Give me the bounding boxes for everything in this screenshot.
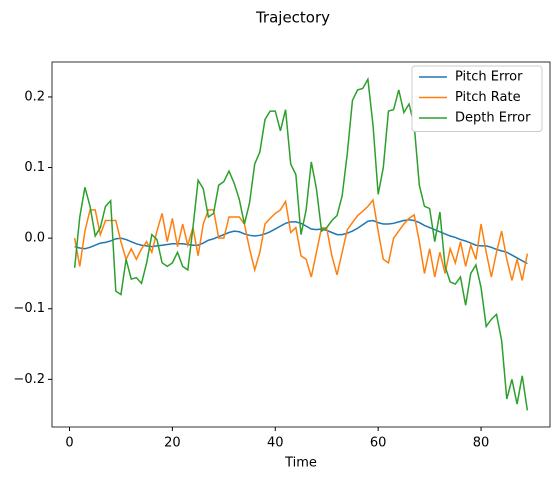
chart-title: Trajectory — [255, 9, 330, 27]
legend-box — [411, 65, 543, 132]
x-axis-label: Time — [284, 456, 317, 471]
y-tick-label: −0.1 — [13, 301, 45, 316]
legend-label: Depth Error — [455, 111, 531, 126]
y-tick-label: −0.2 — [13, 372, 45, 387]
x-tick-label: 60 — [370, 436, 387, 451]
line-series — [73, 76, 529, 411]
x-tick-label: 0 — [65, 436, 73, 451]
y-tick-label: 0.2 — [24, 89, 45, 104]
axes-frame — [51, 61, 551, 428]
legend-label: Pitch Error — [455, 70, 523, 85]
y-tick-label: 0.0 — [24, 231, 45, 246]
legend-label: Pitch Rate — [455, 90, 521, 105]
x-tick-label: 80 — [473, 436, 490, 451]
x-tick-label: 20 — [164, 436, 181, 451]
x-tick-label: 40 — [267, 436, 284, 451]
line-series — [73, 198, 529, 281]
y-tick-label: 0.1 — [24, 160, 45, 175]
